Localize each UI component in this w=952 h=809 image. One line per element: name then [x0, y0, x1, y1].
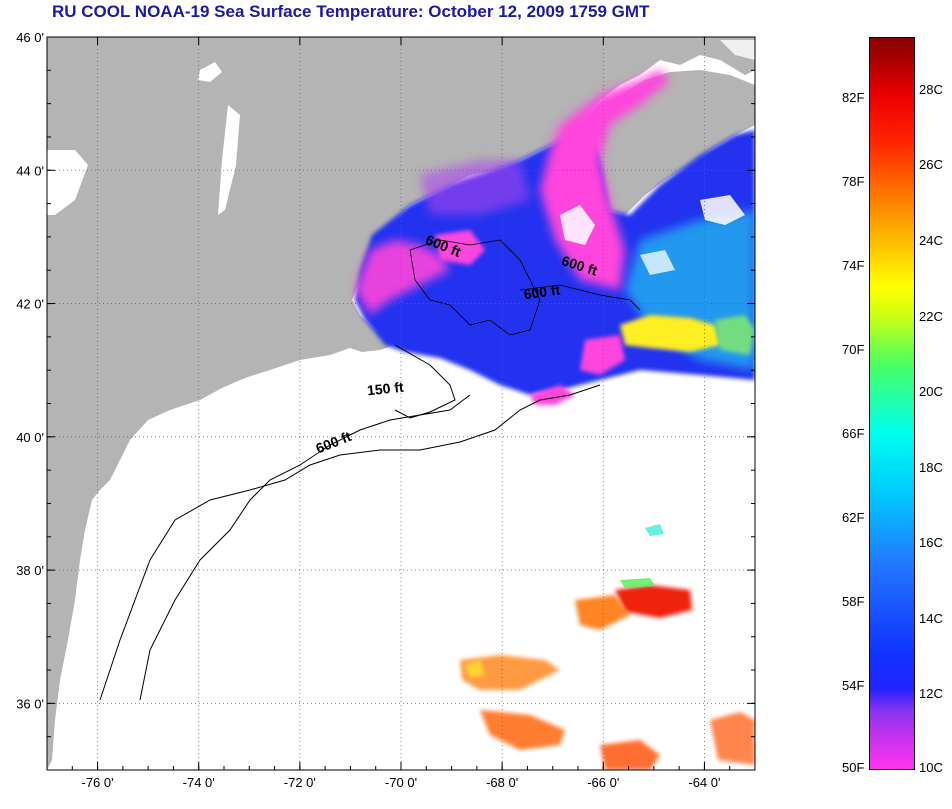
lon-tick-label: -72 0' — [284, 775, 316, 790]
colorbar-label-celsius: 18C — [919, 459, 943, 475]
contour-600ft-gulf — [409, 239, 541, 336]
colorbar-label-celsius: 10C — [919, 760, 943, 775]
sst-orange-patch — [575, 595, 630, 630]
colorbar-label-celsius: 22C — [919, 308, 943, 324]
lon-tick-label: -76 0' — [82, 775, 114, 790]
sst-orange-patch — [460, 655, 560, 690]
colorbar-label-celsius: 12C — [919, 686, 943, 702]
sst-green-edge — [715, 315, 755, 355]
cloud — [640, 250, 675, 275]
sst-orange-patch — [600, 740, 660, 770]
colorbar-label-celsius: 24C — [919, 233, 943, 249]
sst-magenta-blob — [435, 230, 485, 265]
colorbar-label-fahrenheit: 50F — [842, 760, 865, 775]
lon-tick-label: -66 0' — [587, 775, 619, 790]
colorbar-label-celsius: 14C — [919, 610, 943, 626]
lat-tick-label: 36 0' — [16, 696, 44, 711]
sst-yellow-region — [620, 315, 720, 352]
axis-ticks: -76 0' -74 0' -72 0' -70 0' -68 0' -66 0' -64 … — [16, 30, 756, 790]
colorbar-label-fahrenheit: 78F — [842, 174, 865, 190]
contour-label: 150 ft — [366, 379, 404, 399]
cloud — [720, 40, 755, 60]
contour-150ft-shelf — [139, 394, 471, 701]
lat-tick-label: 46 0' — [16, 30, 44, 45]
lake — [198, 62, 222, 82]
cloud — [700, 195, 745, 225]
lake — [47, 150, 88, 215]
colorbar-label-fahrenheit: 82F — [842, 90, 865, 106]
sst-magenta-coast — [355, 240, 450, 315]
sst-red-patch — [615, 585, 692, 618]
sst-cyan-patch — [645, 524, 664, 536]
lat-tick-label: 38 0' — [16, 563, 44, 578]
sst-yellow-patch — [465, 660, 485, 678]
colorbar-label-celsius: 16C — [919, 535, 943, 551]
colorbar-label-celsius: 26C — [919, 157, 943, 173]
colorbar-label-celsius: 28C — [919, 81, 943, 97]
lat-tick-label: 44 0' — [16, 163, 44, 178]
map-title: RU COOL NOAA-19 Sea Surface Temperature:… — [52, 2, 650, 21]
contour-label: 600 ft — [523, 281, 562, 302]
contour-600ft-shelf — [99, 384, 601, 701]
sst-orange-patch — [710, 712, 755, 765]
lat-tick-label: 40 0' — [16, 430, 44, 445]
colorbar-label-fahrenheit: 58F — [842, 594, 865, 610]
colorbar-label-fahrenheit: 54F — [842, 678, 865, 694]
lon-tick-label: -70 0' — [385, 775, 417, 790]
colorbar-label-fahrenheit: 70F — [842, 342, 865, 358]
lat-tick-label: 42 0' — [16, 297, 44, 312]
temperature-colorbar — [869, 37, 915, 770]
colorbar-label-fahrenheit: 74F — [842, 258, 865, 274]
colorbar-label-fahrenheit: 62F — [842, 510, 865, 526]
colorbar-label-fahrenheit: 66F — [842, 426, 865, 442]
cloud — [560, 205, 595, 245]
sst-magenta-shelf — [580, 335, 625, 375]
lon-tick-label: -68 0' — [486, 775, 518, 790]
lon-tick-label: -74 0' — [183, 775, 215, 790]
contour-600ft-gulf-east — [519, 284, 641, 311]
land-us — [47, 37, 755, 770]
sst-orange-patch — [480, 710, 565, 750]
sst-green-patch — [620, 578, 655, 588]
delaware-bay — [135, 470, 155, 515]
lake — [218, 105, 240, 215]
contour-150ft — [394, 344, 456, 419]
lon-tick-label: -64 0' — [688, 775, 720, 790]
colorbar-label-celsius: 20C — [919, 384, 943, 400]
chesapeake-bay — [86, 500, 115, 700]
